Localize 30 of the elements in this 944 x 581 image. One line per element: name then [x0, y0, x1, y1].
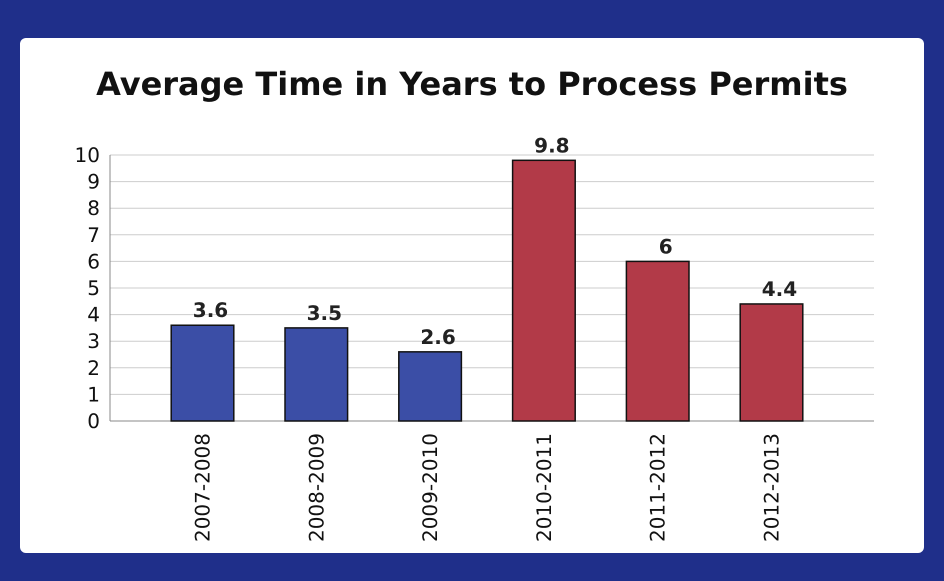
y-tick-label: 8 — [87, 196, 100, 220]
y-tick-label: 7 — [87, 222, 100, 247]
data-label: 2.6 — [420, 324, 456, 349]
data-label: 3.6 — [192, 298, 228, 322]
data-label: 3.5 — [306, 300, 342, 325]
y-tick-label: 4 — [87, 302, 100, 327]
y-tick-label: 2 — [87, 356, 100, 380]
y-tick-label: 0 — [87, 409, 100, 433]
data-label: 6 — [658, 234, 673, 258]
bar — [284, 327, 348, 422]
bar — [512, 160, 576, 422]
x-tick-label: 2011-2012 — [646, 433, 670, 542]
x-tick-label: 2009-2010 — [418, 433, 442, 542]
bar — [739, 303, 804, 422]
bar — [626, 260, 690, 422]
bar — [398, 351, 462, 422]
y-tick-label: 5 — [87, 276, 100, 300]
y-tick-label: 1 — [87, 382, 100, 406]
y-tick-label: 10 — [74, 143, 100, 167]
bar — [170, 324, 235, 422]
y-tick-label: 6 — [87, 249, 100, 274]
x-tick-label: 2012-2013 — [759, 433, 784, 542]
y-tick-label: 9 — [87, 170, 100, 194]
chart-title: Average Time in Years to Process Permits — [96, 65, 848, 103]
data-label: 9.8 — [534, 133, 570, 158]
data-label: 4.4 — [762, 276, 798, 301]
x-tick-label: 2007-2008 — [190, 433, 215, 542]
x-tick-label: 2008-2009 — [304, 433, 328, 542]
x-tick-label: 2010-2011 — [532, 433, 556, 542]
y-tick-label: 3 — [87, 329, 100, 354]
